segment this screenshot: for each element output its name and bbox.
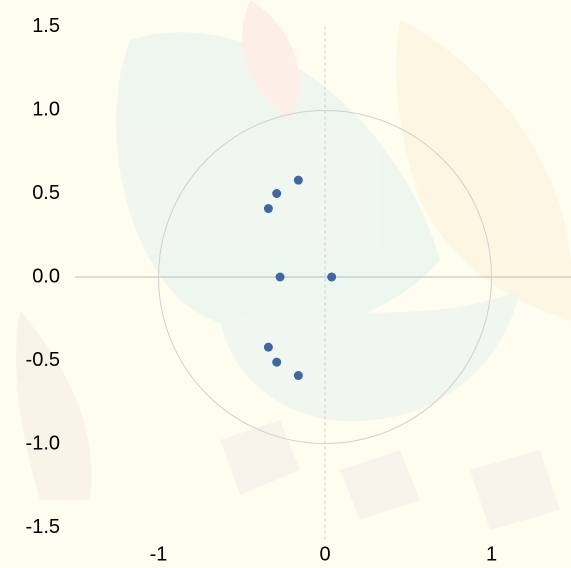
point xyxy=(327,272,337,282)
y-tick-label: -0.5 xyxy=(26,349,60,371)
y-tick-label: -1.0 xyxy=(26,432,60,454)
y-tick-label: 1.5 xyxy=(32,15,60,37)
x-tick-label: -1 xyxy=(150,543,168,565)
point xyxy=(272,357,282,367)
y-tick-label: 1.0 xyxy=(32,98,60,120)
y-tick-label: 0.5 xyxy=(32,182,60,204)
x-tick-label: 1 xyxy=(486,543,497,565)
point xyxy=(263,342,273,352)
point xyxy=(275,272,285,282)
point xyxy=(272,189,282,198)
unit-circle xyxy=(158,110,492,444)
watermark xyxy=(16,0,571,530)
point xyxy=(293,371,303,381)
x-tick-label: 0 xyxy=(319,543,330,565)
point xyxy=(263,204,273,214)
point xyxy=(293,175,303,185)
y-tick-label: -1.5 xyxy=(26,516,60,538)
y-tick-label: 0.0 xyxy=(32,265,60,287)
